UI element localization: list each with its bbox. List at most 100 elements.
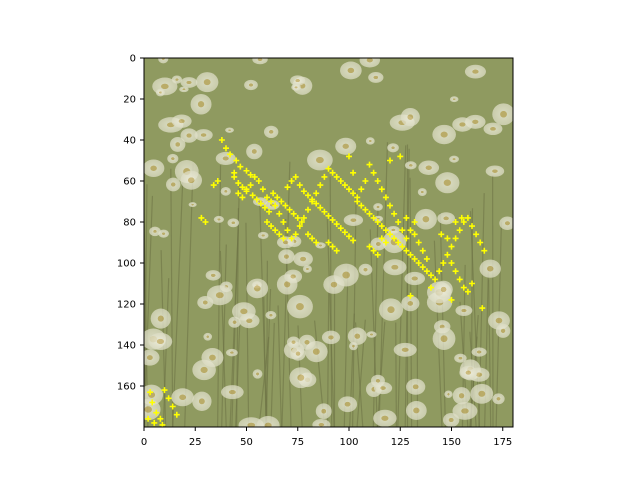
- daisy-flower: [444, 390, 453, 399]
- daisy-flower: [278, 249, 295, 264]
- y-axis: 0 20 40 60 80 100 120 140 160: [117, 54, 144, 393]
- daisy-flower: [291, 83, 301, 91]
- scatter-point: [333, 173, 340, 180]
- daisy-flower: [368, 71, 384, 83]
- daisy-flower: [349, 341, 358, 351]
- scatter-point: [298, 219, 305, 225]
- scatter-point: [337, 178, 344, 184]
- scatter-point: [354, 194, 361, 201]
- daisy-flower: [276, 236, 295, 249]
- scatter-point: [403, 247, 410, 254]
- daisy-flower: [414, 208, 437, 230]
- scatter-point: [165, 395, 172, 402]
- daisy-flower: [315, 403, 332, 420]
- daisy-flower: [405, 400, 427, 420]
- scatter-point: [358, 202, 365, 209]
- stem: [439, 212, 446, 427]
- daisy-flower: [167, 153, 179, 164]
- daisy-flower: [492, 103, 513, 126]
- scatter-point: [378, 235, 385, 242]
- scatter-point: [282, 202, 289, 209]
- scatter-point: [366, 210, 373, 217]
- daisy-flower: [171, 114, 192, 128]
- scatter-point: [460, 284, 467, 291]
- scatter-point: [202, 219, 209, 225]
- scatter-point: [374, 251, 381, 258]
- scatter-point: [350, 237, 357, 244]
- scatter-point: [261, 204, 268, 211]
- scatter-point: [469, 280, 475, 287]
- daisy-flower: [378, 298, 403, 321]
- scatter-point: [272, 202, 279, 209]
- daisy-flower: [434, 280, 453, 299]
- scatter-point: [407, 251, 414, 258]
- scatter-point: [325, 212, 332, 219]
- scatter-point: [456, 227, 463, 234]
- scatter-point: [284, 184, 291, 191]
- stem: [184, 164, 194, 427]
- scatter-point: [239, 194, 246, 201]
- x-tick-label: 75: [291, 437, 304, 448]
- scatter-point: [292, 231, 299, 238]
- scatter-point: [428, 272, 434, 279]
- scatter-point: [403, 235, 410, 242]
- scatter-point: [456, 276, 463, 283]
- daisy-flower: [452, 117, 473, 132]
- y-tick-label: 0: [130, 54, 136, 65]
- daisy-flower: [144, 349, 160, 366]
- scatter-point: [411, 255, 418, 262]
- daisy-flower: [155, 88, 165, 97]
- scatter-point: [382, 239, 389, 246]
- daisy-flower: [400, 107, 420, 127]
- daisy-flower: [455, 305, 473, 316]
- daisy-flower: [373, 381, 393, 395]
- scatter-point: [214, 178, 221, 184]
- daisy-flower: [302, 265, 312, 273]
- stem: [397, 145, 407, 427]
- scatter-point: [284, 227, 291, 234]
- x-tick-label: 25: [189, 437, 202, 448]
- daisy-flower: [495, 323, 511, 338]
- y-tick-label: 120: [117, 300, 136, 311]
- daisy-flower: [359, 58, 381, 68]
- daisy-flower: [228, 316, 241, 328]
- scatter-point: [305, 192, 311, 199]
- daisy-flower: [483, 122, 503, 136]
- daisy-flower: [150, 308, 171, 329]
- scatter-point: [313, 190, 320, 197]
- daisy-flower: [171, 75, 183, 84]
- y-tick-label: 20: [123, 95, 136, 106]
- y-tick-label: 80: [123, 218, 136, 229]
- daisy-flower: [373, 409, 397, 427]
- daisy-flower: [298, 334, 316, 350]
- scatter-point: [452, 235, 459, 242]
- daisy-flower: [315, 242, 326, 249]
- scatter-point: [305, 206, 311, 213]
- stem: [263, 296, 267, 427]
- scatter-point: [288, 178, 295, 184]
- daisy-flower: [437, 212, 456, 225]
- stem: [329, 176, 333, 427]
- daisy-flower: [452, 387, 471, 405]
- daisy-flower: [443, 412, 460, 427]
- scatter-point: [333, 247, 340, 254]
- daisy-flower: [180, 170, 203, 190]
- scatter-point: [444, 251, 451, 258]
- scatter-point: [374, 219, 381, 225]
- scatter-point: [464, 214, 471, 221]
- daisy-flower: [213, 215, 224, 223]
- daisy-field: [144, 58, 513, 427]
- scatter-point: [227, 151, 234, 158]
- scatter-point: [391, 210, 398, 217]
- stem: [277, 305, 282, 427]
- daisy-flower: [464, 64, 486, 79]
- daisy-flower: [366, 331, 377, 338]
- scatter-point: [397, 153, 404, 160]
- scatter-point: [329, 169, 336, 176]
- scatter-point: [341, 229, 348, 236]
- scatter-point: [378, 186, 385, 193]
- x-tick-label: 0: [141, 437, 147, 448]
- scatter-point: [276, 210, 283, 217]
- scatter-point: [321, 173, 328, 180]
- scatter-point: [341, 182, 348, 189]
